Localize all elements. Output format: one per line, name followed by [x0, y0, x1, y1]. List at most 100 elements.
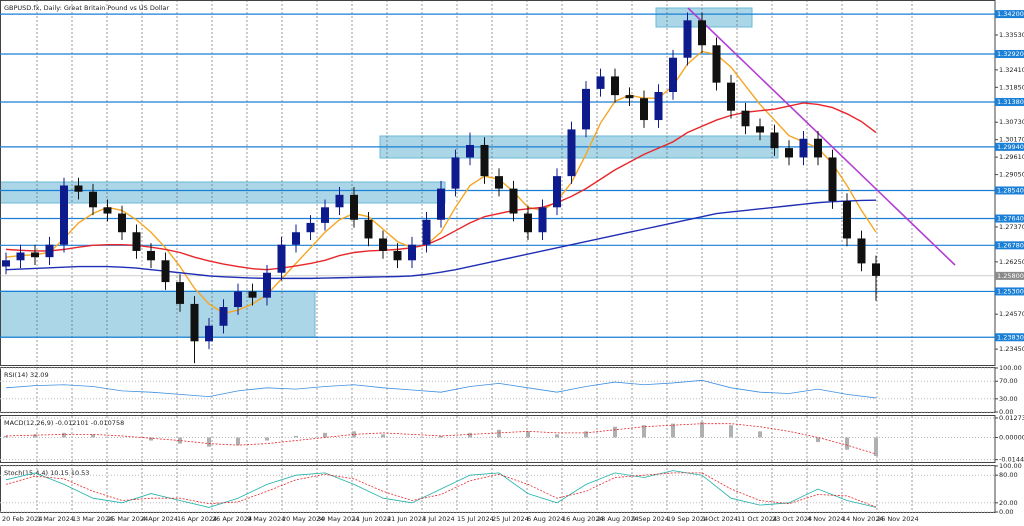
level-box: [995, 97, 1024, 106]
candle-body: [437, 188, 445, 220]
candle-body: [132, 232, 141, 251]
candle-body: [335, 194, 344, 208]
x-tick-label: 20 May 2024: [282, 515, 324, 523]
candle-body: [248, 291, 257, 298]
x-tick-label: 16 Aug 2024: [562, 515, 604, 523]
candle-body: [727, 82, 735, 111]
x-tick-label: 25 Jul 2024: [492, 515, 529, 523]
candle-body: [379, 238, 387, 251]
y-tick-label: 1.26250: [999, 258, 1024, 266]
y-tick-label: 1.27370: [999, 223, 1024, 231]
x-tick-label: 11 Oct 2024: [737, 515, 777, 523]
candle-body: [16, 252, 25, 261]
x-tick-label: 9 Sep 2024: [632, 515, 669, 523]
level-box: [995, 186, 1024, 195]
histogram-bar: [758, 431, 762, 438]
y-tick-label: 1.30730: [999, 118, 1024, 126]
pane-frame: [0, 367, 996, 413]
y-tick-label: 1.29610: [999, 153, 1024, 161]
candle-body: [480, 144, 489, 177]
histogram-bar: [642, 425, 646, 438]
pane-frame: [0, 0, 996, 366]
candle-body: [828, 157, 837, 202]
level-box: [995, 214, 1024, 223]
x-tick-label: 30 May 2024: [317, 515, 359, 523]
candle-body: [785, 148, 793, 158]
histogram-bar: [468, 432, 472, 438]
candle-body: [799, 138, 808, 158]
y-tick-label: 1.33530: [999, 31, 1024, 39]
candle-body: [350, 194, 358, 220]
candle-body: [103, 207, 112, 214]
candle-body: [567, 129, 576, 177]
histogram-bar: [613, 426, 617, 438]
candle-body: [872, 263, 880, 276]
candle-body: [205, 325, 213, 342]
level-label: 1.31380: [997, 98, 1024, 106]
candle-body: [60, 185, 68, 245]
level-box: [995, 287, 1024, 296]
x-tick-label: 4 Nov 2024: [807, 515, 845, 523]
histogram-bar: [845, 437, 849, 450]
candle-body: [219, 307, 228, 326]
series-line: [5, 199, 877, 280]
candle-body: [277, 244, 286, 273]
level-box: [995, 333, 1024, 342]
y-tick-label: 1.31850: [999, 83, 1024, 91]
candle-body: [712, 45, 721, 83]
pane-title: MACD(12,26,9) -0.012101 -0.010758: [4, 419, 124, 427]
x-tick-label: 15 Jul 2024: [457, 515, 494, 523]
candle-body: [89, 191, 97, 208]
histogram-bar: [207, 437, 211, 447]
candle-body: [161, 260, 170, 283]
candle-body: [553, 176, 561, 208]
x-tick-label: 13 Mar 2024: [72, 515, 113, 523]
candle-body: [2, 260, 10, 267]
candle-body: [74, 185, 83, 192]
candle-body: [654, 92, 663, 121]
y-tick-label: 0.00: [999, 508, 1013, 516]
histogram-bar: [4, 435, 8, 438]
pane-title: Stoch(15,4,4) 10.15 10.53: [4, 469, 89, 477]
histogram-bar: [91, 434, 95, 438]
histogram-bar: [439, 435, 443, 438]
series-line: [5, 472, 877, 508]
zones: [0, 7, 779, 338]
y-tick-label: 1.24570: [999, 310, 1024, 318]
candle-body: [596, 76, 605, 89]
x-tick-label: 21 Jun 2024: [387, 515, 426, 523]
histogram-bar: [555, 434, 559, 438]
candle-body: [263, 272, 271, 298]
candle-body: [45, 244, 54, 258]
y-tick-label: 20.00: [999, 499, 1018, 507]
histogram-bar: [671, 423, 675, 438]
histogram-bar: [33, 434, 37, 438]
level-box: [995, 241, 1024, 250]
y-tick-label: 1.32410: [999, 66, 1024, 74]
level-label: 1.29940: [997, 143, 1024, 151]
level-box: [995, 10, 1024, 19]
candle-body: [234, 291, 242, 308]
candle-body: [683, 20, 692, 58]
y-tick-label: 1.30170: [999, 136, 1024, 144]
y-tick-label: 0.00: [999, 408, 1013, 416]
pane-title: RSI(14) 32.09: [4, 371, 49, 379]
y-tick-label: 80.00: [999, 471, 1018, 479]
candle-body: [190, 303, 199, 342]
level-box: [995, 142, 1024, 151]
level-label: 1.25300: [997, 287, 1024, 295]
level-label: 1.34200: [997, 10, 1024, 18]
x-tick-label: 19 Sep 2024: [667, 515, 708, 523]
x-tick-label: 26 Apr 2024: [212, 515, 252, 523]
candle-body: [770, 132, 779, 149]
x-tick-label: 1 Mar 2024: [37, 515, 74, 523]
x-tick-label: 26 Nov 2024: [877, 515, 919, 523]
histogram-bar: [874, 437, 878, 457]
series-line: [5, 470, 877, 508]
histogram-bar: [265, 437, 269, 441]
y-tick-label: 0.012734: [999, 414, 1024, 422]
trendline: [687, 7, 956, 266]
candle-body: [31, 252, 39, 258]
x-tick-label: 3 Jul 2024: [422, 515, 455, 523]
